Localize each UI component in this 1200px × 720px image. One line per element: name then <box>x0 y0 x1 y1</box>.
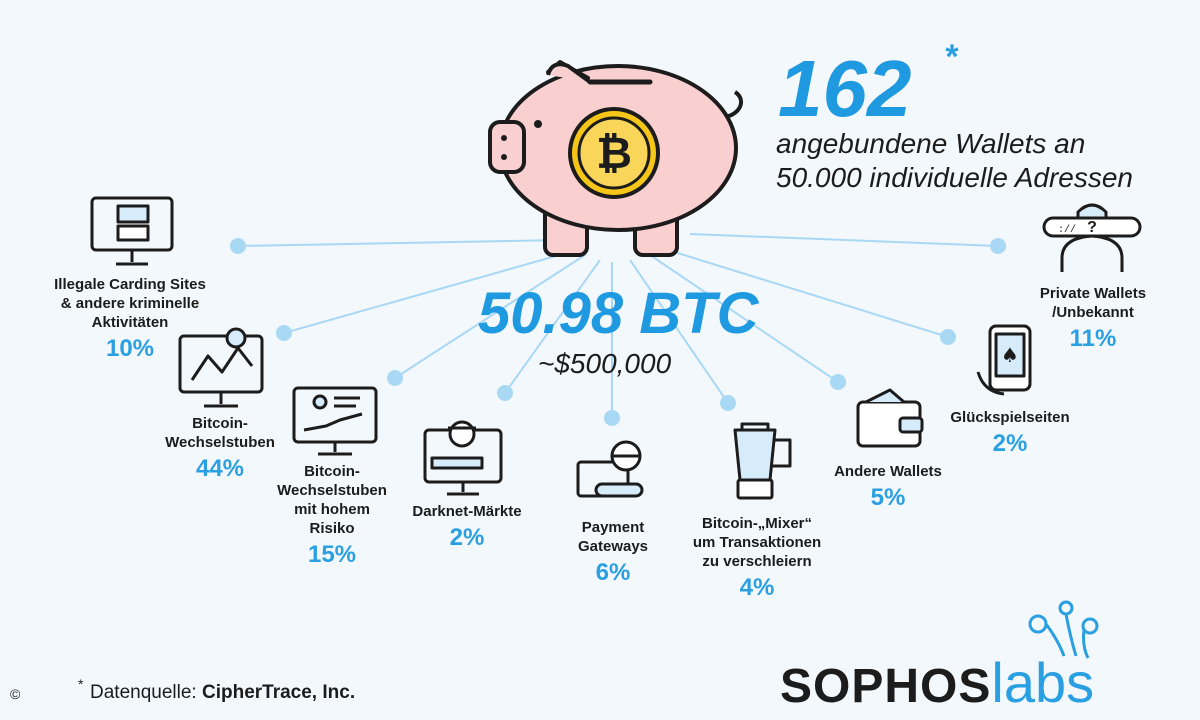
high-risk-exchange-monitor-icon <box>292 386 378 456</box>
category-label: Glückspielseiten <box>950 409 1070 426</box>
category-other-wallets: Andere Wallets 5% <box>810 462 966 513</box>
sophoslabs-logo: SOPHOSlabs <box>780 650 1094 715</box>
category-carding: Illegale Carding Sites & andere kriminel… <box>30 275 230 364</box>
category-darknet: Darknet-Märkte 2% <box>392 502 542 553</box>
gambling-phone-icon <box>976 324 1032 396</box>
category-gambling: Glückspielseiten 2% <box>935 408 1085 459</box>
category-label: Andere Wallets <box>834 463 942 480</box>
anonymous-user-icon <box>1042 203 1142 272</box>
payment-gateway-icon <box>576 440 644 498</box>
copyright-mark: © <box>10 686 21 702</box>
connector-lines <box>237 233 999 418</box>
category-percent: 6% <box>595 559 631 586</box>
source-asterisk: * <box>78 676 84 692</box>
piggy-bank-icon <box>488 60 744 257</box>
source-prefix: Datenquelle: <box>90 682 197 703</box>
sophoslabs-network-icon <box>1028 600 1099 659</box>
category-percent: 5% <box>870 484 906 511</box>
darknet-monitor-icon <box>423 420 503 496</box>
carding-monitor-icon <box>90 196 174 266</box>
category-label: Darknet-Märkte <box>412 503 522 520</box>
logo-labs: labs <box>991 651 1095 714</box>
category-percent: 44% <box>195 455 245 482</box>
category-percent: 10% <box>105 335 155 362</box>
category-label: Illegale Carding Sites & andere kriminel… <box>54 276 206 331</box>
category-payment-gateways: Payment Gateways 6% <box>540 518 686 588</box>
usd-total: ~$500,000 <box>538 348 672 379</box>
logo-sophos: SOPHOS <box>780 660 992 713</box>
source-name: CipherTrace, Inc. <box>201 682 356 703</box>
wallet-caption-line-1: angebundene Wallets an <box>776 128 1086 159</box>
category-percent: 2% <box>992 430 1028 457</box>
spade-icon: ♠ <box>1001 343 1019 367</box>
category-percent: 15% <box>307 541 357 568</box>
category-label: Private Wallets /Unbekannt <box>1039 285 1147 321</box>
category-label: Bitcoin- Wechselstuben mit hohem Risiko <box>277 463 387 537</box>
category-percent: 2% <box>449 524 485 551</box>
category-label: Payment Gateways <box>577 519 649 555</box>
wallet-icon <box>856 388 924 448</box>
bitcoin-icon: ₿ <box>596 129 632 178</box>
exchange-chart-monitor-icon <box>178 327 264 408</box>
wallet-caption-line-2: 50.000 individuelle Adressen <box>776 162 1133 193</box>
question-mark-icon: ? <box>1087 219 1097 236</box>
category-percent: 4% <box>739 574 775 601</box>
category-exchanges: Bitcoin- Wechselstuben 44% <box>135 414 305 484</box>
wallet-count: 162 <box>778 44 912 133</box>
url-slash-icon: :// <box>1058 224 1076 236</box>
category-percent: 11% <box>1069 325 1117 352</box>
source-note: Datenquelle: CipherTrace, Inc. <box>90 682 355 704</box>
category-label: Bitcoin- Wechselstuben <box>165 415 275 451</box>
btc-total: 50.98 BTC <box>478 281 759 346</box>
category-private-wallets: Private Wallets /Unbekannt 11% <box>1010 284 1176 354</box>
connector-dots <box>230 238 1006 426</box>
category-mixer: Bitcoin-„Mixer“ um Transaktionen zu vers… <box>682 514 832 603</box>
category-high-risk-exchanges: Bitcoin- Wechselstuben mit hohem Risiko … <box>250 462 414 570</box>
wallet-count-asterisk: * <box>944 38 958 76</box>
category-label: Bitcoin-„Mixer“ um Transaktionen zu vers… <box>692 515 822 570</box>
mixer-blender-icon <box>733 422 792 500</box>
